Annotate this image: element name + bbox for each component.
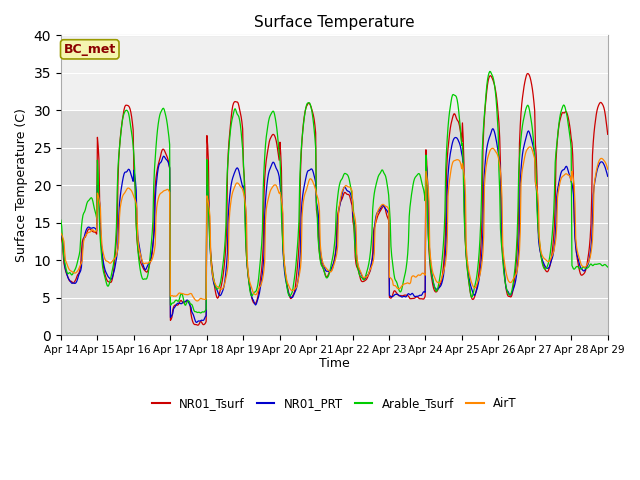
AirT [209, 270, 216, 276]
NR01_PRT [604, 173, 612, 179]
Line: AirT: AirT [61, 147, 608, 301]
Arable_Tsurf [179, 292, 186, 298]
Arable_Tsurf [417, 178, 425, 184]
AirT [401, 281, 409, 287]
X-axis label: Time: Time [319, 357, 349, 370]
NR01_PRT [124, 168, 131, 174]
Arable_Tsurf [401, 270, 409, 276]
Arable_Tsurf [124, 108, 131, 113]
NR01_PRT [67, 279, 75, 285]
NR01_PRT [417, 292, 425, 298]
NR01_PRT [179, 300, 186, 306]
Title: Surface Temperature: Surface Temperature [254, 15, 415, 30]
NR01_Tsurf [401, 292, 409, 298]
NR01_Tsurf [179, 300, 186, 305]
NR01_PRT [209, 271, 216, 277]
NR01_Tsurf [57, 234, 65, 240]
Legend: NR01_Tsurf, NR01_PRT, Arable_Tsurf, AirT: NR01_Tsurf, NR01_PRT, Arable_Tsurf, AirT [147, 392, 522, 415]
NR01_PRT [57, 230, 65, 236]
Arable_Tsurf [209, 268, 216, 274]
NR01_Tsurf [604, 132, 612, 137]
NR01_Tsurf [194, 323, 202, 328]
Arable_Tsurf [197, 310, 205, 316]
Y-axis label: Surface Temperature (C): Surface Temperature (C) [15, 108, 28, 262]
AirT [57, 230, 65, 236]
NR01_PRT [489, 126, 497, 132]
Line: NR01_PRT: NR01_PRT [61, 129, 608, 323]
AirT [193, 298, 201, 304]
Arable_Tsurf [67, 271, 75, 277]
Line: NR01_Tsurf: NR01_Tsurf [61, 73, 608, 325]
NR01_Tsurf [417, 296, 425, 301]
AirT [417, 271, 425, 277]
AirT [526, 144, 534, 150]
NR01_Tsurf [124, 102, 131, 108]
Text: BC_met: BC_met [63, 43, 116, 56]
NR01_Tsurf [209, 265, 216, 271]
Arable_Tsurf [604, 264, 612, 270]
AirT [67, 268, 75, 274]
Line: Arable_Tsurf: Arable_Tsurf [61, 72, 608, 313]
NR01_PRT [193, 320, 200, 325]
Arable_Tsurf [486, 69, 493, 74]
AirT [124, 186, 131, 192]
NR01_Tsurf [524, 71, 532, 76]
AirT [179, 291, 186, 297]
Arable_Tsurf [57, 217, 65, 223]
Bar [61, 36, 608, 110]
AirT [604, 166, 612, 172]
NR01_PRT [401, 294, 409, 300]
NR01_Tsurf [67, 278, 75, 284]
